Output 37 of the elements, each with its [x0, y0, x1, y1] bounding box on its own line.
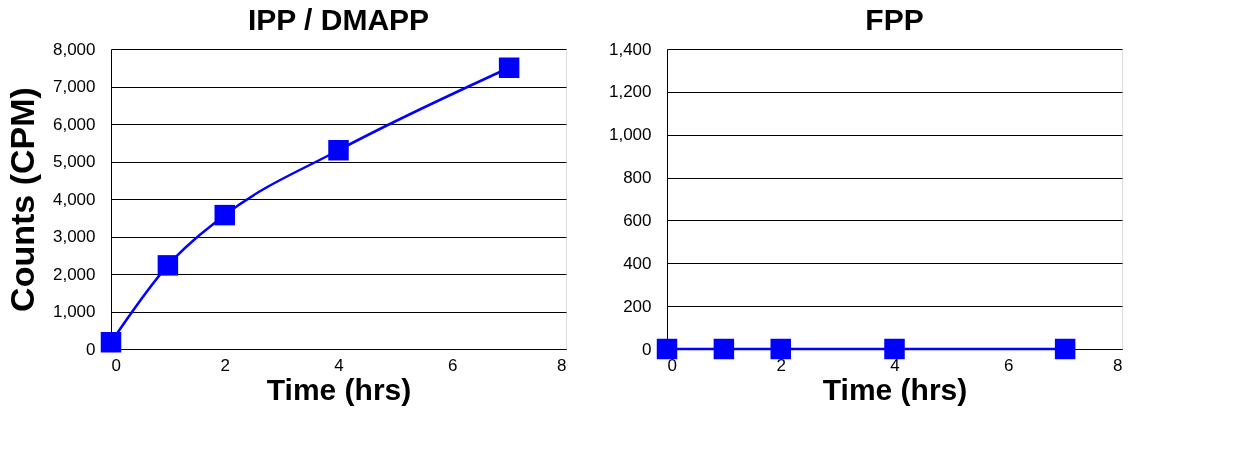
y-tick-label: 200	[623, 296, 652, 316]
point	[157, 255, 179, 276]
y-tick-label: 600	[623, 210, 652, 230]
y-tick-label: 2,000	[52, 264, 96, 284]
y-tick-label: 0	[86, 339, 96, 359]
x-tick-label: 0	[111, 355, 121, 375]
point	[498, 57, 520, 78]
chart-title: FPP	[865, 3, 924, 36]
y-tick-label: 1,000	[608, 125, 652, 145]
y-tick-label: 0	[642, 339, 652, 359]
x-tick-label: 0	[667, 355, 677, 375]
x-tick-label: 6	[448, 355, 458, 375]
x-tick-label: 4	[890, 355, 900, 375]
x-axis-title: Time (hrs)	[822, 372, 968, 406]
y-tick-label: 3,000	[52, 227, 96, 246]
x-tick-label: 4	[334, 355, 344, 375]
x-tick-label: 8	[557, 355, 567, 375]
y-tick-label: 7,000	[52, 77, 96, 96]
y-tick-label: 5,000	[52, 152, 96, 171]
y-tick-label: 8,000	[52, 39, 96, 59]
y-tick-label: 1,200	[608, 82, 652, 102]
x-tick-label: 2	[220, 355, 230, 375]
y-tick-label: 1,000	[52, 302, 96, 321]
y-tick-label: 1,400	[608, 39, 652, 59]
y-axis-title: Counts (CPM)	[2, 87, 41, 312]
x-axis-title: Time (hrs)	[266, 372, 412, 406]
y-tick-label: 400	[623, 253, 652, 273]
point	[100, 332, 122, 353]
point	[328, 140, 349, 161]
chart-title: IPP / DMAPP	[247, 3, 430, 36]
y-tick-label: 800	[623, 168, 652, 188]
x-tick-label: 2	[776, 355, 786, 375]
y-tick-label: 4,000	[52, 189, 96, 209]
point	[214, 204, 235, 226]
y-tick-label: 6,000	[52, 114, 96, 134]
x-tick-label: 8	[1113, 355, 1123, 375]
x-tick-label: 6	[1004, 355, 1014, 375]
